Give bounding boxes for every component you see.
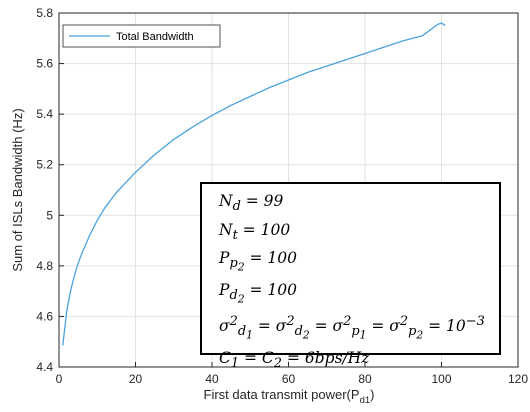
x-tick-label: 60 <box>282 372 296 386</box>
x-tick-label: 100 <box>431 372 451 386</box>
y-tick-label: 5.4 <box>36 107 53 121</box>
x-tick-label: 0 <box>56 372 63 386</box>
x-axis-label: First data transmit power(Pd1) <box>204 387 375 406</box>
y-tick-label: 5.8 <box>36 6 53 20</box>
y-tick-label: 5 <box>46 208 53 222</box>
x-axis-ticks: 0 20 40 60 80 100 120 <box>56 362 528 386</box>
y-tick-label: 4.4 <box>36 360 53 374</box>
param-pd2: Pd2 = 100 <box>219 281 297 306</box>
legend: Total Bandwidth <box>62 24 221 48</box>
y-tick-label: 5.6 <box>36 57 53 71</box>
x-tick-label: 80 <box>358 372 372 386</box>
x-tick-label: 40 <box>205 372 219 386</box>
param-nt: Nt = 100 <box>219 220 291 243</box>
series-line <box>62 22 446 346</box>
legend-label: Total Bandwidth <box>116 31 194 43</box>
y-tick-label: 4.6 <box>36 309 53 323</box>
series-layer <box>62 22 446 346</box>
y-axis-ticks: 4.4 4.6 4.8 5 5.2 5.4 5.6 5.8 <box>36 6 64 374</box>
parameter-box: Nd = 99 Nt = 100 Pp2 = 100 Pd2 = 100 σ2d… <box>200 182 501 371</box>
param-capacity: C1 = C2 = 6bps/Hz <box>219 349 370 372</box>
legend-box <box>62 24 221 48</box>
y-tick-label: 5.2 <box>36 158 53 172</box>
param-nd: Nd = 99 <box>219 192 284 215</box>
x-tick-label: 120 <box>508 372 528 386</box>
x-tick-label: 20 <box>129 372 143 386</box>
y-axis-label: Sum of ISLs Bandwidth (Hz) <box>10 108 25 271</box>
param-pp2: Pp2 = 100 <box>219 249 297 274</box>
param-sigma: σ2d1 = σ2d2 = σ2p1 = σ2p2 = 10−3 <box>219 314 485 342</box>
y-tick-label: 4.8 <box>36 259 53 273</box>
